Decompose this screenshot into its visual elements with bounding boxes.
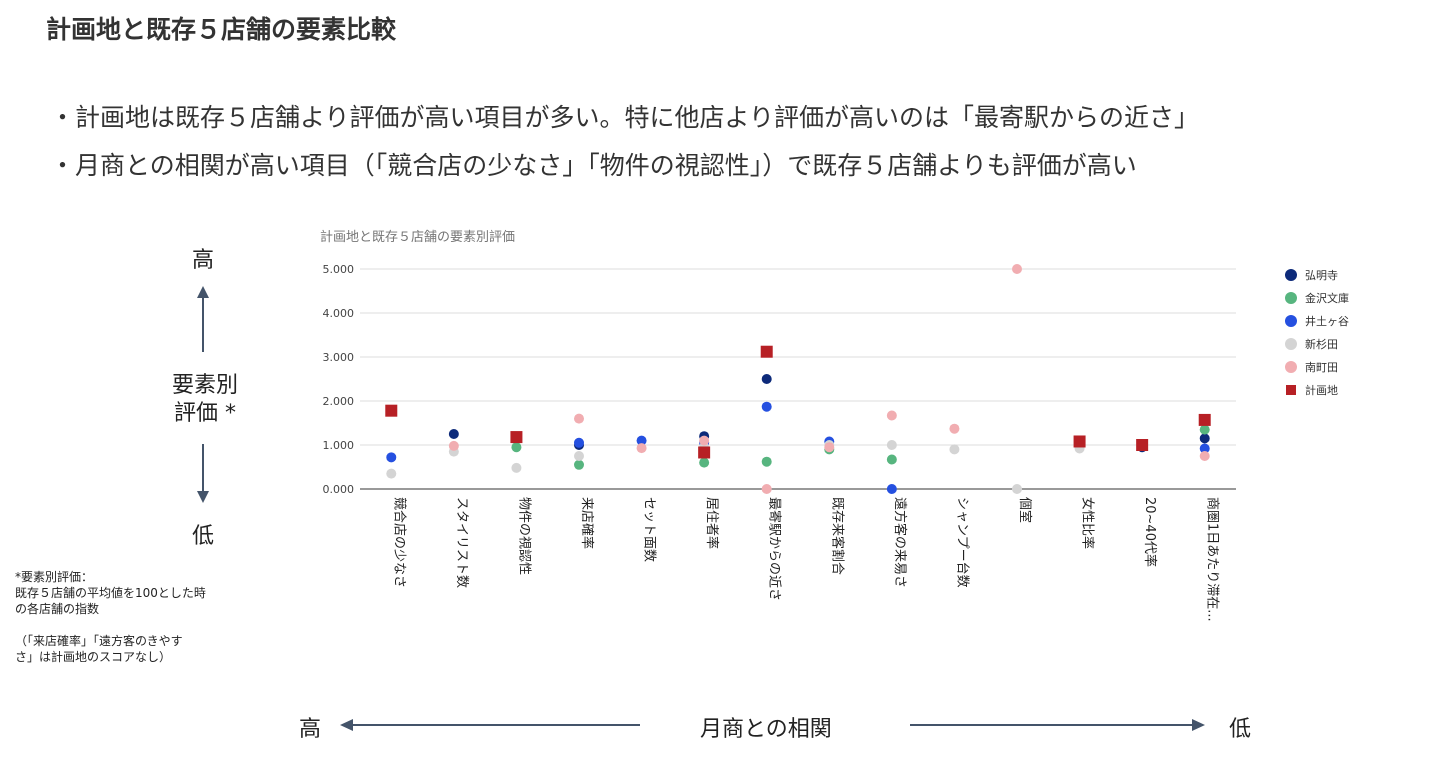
legend-marker <box>1285 361 1297 373</box>
summary-bullets: ・計画地は既存５店舗より評価が高い項目が多い。特に他店より評価が高いのは「最寄駅… <box>50 94 1199 190</box>
legend-marker <box>1285 315 1297 327</box>
data-point-井土ヶ谷 <box>761 401 772 412</box>
x-tick-label: シャンプー台数 <box>954 497 969 588</box>
y-low-label: 低 <box>191 524 214 549</box>
data-point-新杉田 <box>1012 484 1022 494</box>
bottom-low-label: 低 <box>1229 717 1252 742</box>
x-tick-label: 物件の視認性 <box>516 497 532 575</box>
data-point-井土ヶ谷 <box>886 484 897 494</box>
data-point-計画地 <box>1073 435 1086 448</box>
right-arrow-head <box>1192 719 1205 731</box>
footnote-line3: の各店舗の指数 <box>15 602 100 616</box>
chart-title: 計画地と既存５店舗の要素別評価 <box>320 230 516 245</box>
data-point-弘明寺 <box>1199 433 1210 444</box>
footnote-line5: さ」は計画地のスコアなし） <box>15 650 172 664</box>
x-tick-label: セット面数 <box>642 497 657 562</box>
x-tick-label: 居住者率 <box>704 497 720 549</box>
y-tick-label: 3.000 <box>323 351 355 364</box>
data-point-金沢文庫 <box>511 442 522 453</box>
data-point-計画地 <box>760 345 773 358</box>
left-arrow-head <box>340 719 353 731</box>
data-point-新杉田 <box>386 468 397 479</box>
y-tick-label: 0.000 <box>323 483 355 496</box>
legend-label: 金沢文庫 <box>1305 291 1349 305</box>
page-title: 計画地と既存５店舗の要素比較 <box>46 15 397 44</box>
data-point-南町田 <box>699 435 710 446</box>
data-point-計画地 <box>385 404 398 417</box>
y-tick-label: 2.000 <box>323 395 355 408</box>
legend-label: 井土ヶ谷 <box>1305 314 1349 328</box>
y-tick-label: 1.000 <box>323 439 355 452</box>
data-point-計画地 <box>1136 439 1149 451</box>
legend-marker <box>1285 269 1297 281</box>
data-point-井土ヶ谷 <box>574 437 584 448</box>
legend-label: 計画地 <box>1305 383 1338 397</box>
data-point-計画地 <box>1198 413 1211 426</box>
up-arrow-head <box>197 286 209 298</box>
data-point-南町田 <box>636 443 647 454</box>
data-point-井土ヶ谷 <box>1199 443 1210 454</box>
data-point-金沢文庫 <box>574 459 584 470</box>
x-tick-label: 商圏1日あたり滞在... <box>1205 497 1220 622</box>
data-point-新杉田 <box>886 440 897 450</box>
data-point-南町田 <box>949 423 960 434</box>
footnote-line4: （「来店確率」「遠方客のきやす <box>15 634 183 648</box>
data-point-南町田 <box>886 410 897 421</box>
data-point-新杉田 <box>574 451 584 461</box>
data-point-新杉田 <box>949 444 960 455</box>
data-point-計画地 <box>698 446 711 459</box>
bottom-high-label: 高 <box>299 717 322 742</box>
legend-label: 新杉田 <box>1305 337 1338 351</box>
x-tick-label: 遠方客の来易さ <box>892 497 908 588</box>
y-axis-title: 要素別 評価 * <box>150 372 260 428</box>
y-tick-label: 5.000 <box>323 263 355 276</box>
x-tick-label: 既存来客割合 <box>829 497 845 575</box>
data-point-井土ヶ谷 <box>386 452 397 463</box>
legend-marker <box>1285 338 1297 350</box>
data-point-南町田 <box>448 440 459 451</box>
data-point-南町田 <box>761 484 772 494</box>
bullet-2: ・月商との相関が高い項目（「競合店の少なさ」「物件の視認性」）で既存５店舗よりも… <box>50 151 1137 180</box>
data-point-新杉田 <box>511 462 522 473</box>
x-tick-label: 20~40代率 <box>1142 497 1158 567</box>
y-tick-label: 4.000 <box>323 307 355 320</box>
x-tick-label: スタイリスト数 <box>454 497 469 588</box>
data-point-南町田 <box>574 413 584 424</box>
data-point-金沢文庫 <box>1199 424 1210 435</box>
bottom-axis-title: 月商との相関 <box>700 717 832 742</box>
x-tick-label: 最寄駅からの近さ <box>767 497 783 601</box>
down-arrow-head <box>197 491 209 503</box>
data-point-金沢文庫 <box>699 457 710 468</box>
data-point-弘明寺 <box>761 374 772 384</box>
data-point-南町田 <box>824 442 835 453</box>
legend-label: 南町田 <box>1305 361 1338 374</box>
data-point-計画地 <box>510 431 523 444</box>
data-point-南町田 <box>1199 451 1210 461</box>
x-tick-label: 競合店の少なさ <box>391 497 406 588</box>
footnote: *要素別評価： 既存５店舗の平均値を100とした時 の各店舗の指数 （「来店確率… <box>15 569 255 665</box>
footnote-line1: *要素別評価： <box>15 570 94 584</box>
legend-marker <box>1285 292 1297 304</box>
y-axis-title-line2: 評価 * <box>174 401 236 426</box>
x-tick-label: 来店確率 <box>579 497 595 549</box>
data-point-南町田 <box>1012 264 1022 274</box>
legend-label: 弘明寺 <box>1305 269 1338 282</box>
data-point-井土ヶ谷 <box>636 435 647 446</box>
x-tick-label: 個室 <box>1017 497 1033 523</box>
data-point-弘明寺 <box>448 429 459 439</box>
footnote-line2: 既存５店舗の平均値を100とした時 <box>15 586 206 600</box>
legend-marker <box>1286 385 1296 395</box>
data-point-金沢文庫 <box>886 454 897 465</box>
y-axis-title-line1: 要素別 <box>171 373 238 398</box>
x-tick-label: 女性比率 <box>1080 497 1096 549</box>
data-point-金沢文庫 <box>761 456 772 467</box>
y-high-label: 高 <box>191 248 214 273</box>
bullet-1: ・計画地は既存５店舗より評価が高い項目が多い。特に他店より評価が高いのは「最寄駅… <box>50 103 1200 132</box>
